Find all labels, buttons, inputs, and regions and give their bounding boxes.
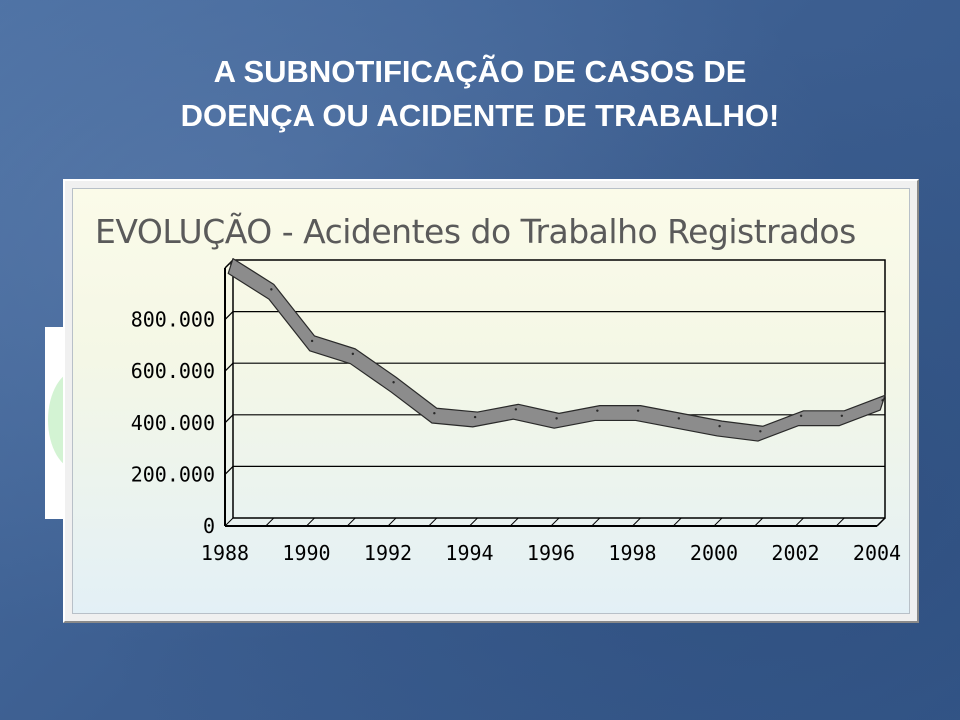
y-tick-label: 600.000 bbox=[131, 359, 215, 383]
x-tick-mark bbox=[795, 517, 804, 527]
data-point bbox=[433, 412, 436, 415]
x-tick-mark bbox=[428, 517, 438, 527]
x-tick-mark bbox=[550, 517, 560, 527]
y-tick-label: 400.000 bbox=[131, 411, 215, 435]
data-point bbox=[759, 430, 762, 433]
x-tick-mark bbox=[632, 517, 641, 527]
slide-title-line-1: A SUBNOTIFICAÇÃO DE CASOS DE bbox=[213, 54, 747, 89]
data-point bbox=[881, 399, 884, 402]
x-tick-mark bbox=[672, 517, 682, 527]
x-tick-label: 1988 bbox=[201, 541, 249, 565]
x-tick-mark bbox=[509, 517, 519, 527]
chart-area: EVOLUÇÃO - Acidentes do Trabalho Registr… bbox=[72, 188, 910, 614]
x-tick-mark bbox=[835, 517, 845, 527]
plot-back-wall bbox=[232, 259, 886, 519]
chart-title: EVOLUÇÃO - Acidentes do Trabalho Registr… bbox=[95, 212, 856, 251]
x-tick-mark bbox=[713, 517, 723, 527]
slide-title: A SUBNOTIFICAÇÃO DE CASOS DE DOENÇA OU A… bbox=[0, 50, 960, 138]
gridline-side bbox=[224, 362, 234, 372]
x-tick-mark bbox=[469, 517, 478, 527]
data-point bbox=[555, 417, 558, 420]
x-tick-label: 1994 bbox=[445, 541, 493, 565]
data-point bbox=[596, 409, 599, 412]
data-point bbox=[636, 409, 640, 412]
x-tick-label: 2004 bbox=[853, 541, 901, 565]
x-tick-mark bbox=[224, 517, 234, 527]
x-tick-label: 2002 bbox=[771, 541, 819, 565]
gridline-side bbox=[224, 465, 234, 475]
x-tick-mark bbox=[387, 517, 397, 527]
data-point bbox=[718, 424, 721, 428]
data-point bbox=[270, 288, 273, 291]
x-tick-mark bbox=[346, 517, 356, 527]
x-tick-label: 2000 bbox=[690, 541, 738, 565]
data-point bbox=[514, 408, 518, 411]
x-tick-label: 1996 bbox=[527, 541, 575, 565]
chart-frame: EVOLUÇÃO - Acidentes do Trabalho Registr… bbox=[63, 179, 919, 623]
x-tick-mark bbox=[306, 517, 315, 527]
series-line bbox=[227, 257, 886, 442]
x-tick-mark bbox=[591, 517, 601, 527]
data-point bbox=[677, 417, 681, 420]
y-tick-label: 200.000 bbox=[131, 462, 215, 486]
line-chart: 0 200.000 400.000 600.000 800.000 1988 1990 199… bbox=[131, 257, 901, 565]
x-tick-label: 1998 bbox=[608, 541, 656, 565]
y-tick-label: 800.000 bbox=[131, 308, 215, 332]
slide-title-line-2: DOENÇA OU ACIDENTE DE TRABALHO! bbox=[180, 98, 780, 133]
data-point bbox=[840, 414, 844, 417]
gridline-side bbox=[224, 414, 234, 424]
x-tick-mark bbox=[754, 517, 764, 527]
y-tick-label: 0 bbox=[203, 514, 215, 538]
x-tick-mark bbox=[265, 517, 275, 527]
data-point bbox=[351, 352, 355, 356]
data-point bbox=[229, 262, 232, 265]
data-point bbox=[392, 381, 395, 384]
x-tick-label: 1992 bbox=[364, 541, 412, 565]
data-point bbox=[799, 414, 803, 417]
x-tick-mark bbox=[876, 517, 886, 527]
data-point bbox=[310, 339, 314, 343]
data-point bbox=[473, 415, 477, 419]
gridline-side bbox=[224, 311, 234, 321]
x-tick-label: 1990 bbox=[282, 541, 330, 565]
